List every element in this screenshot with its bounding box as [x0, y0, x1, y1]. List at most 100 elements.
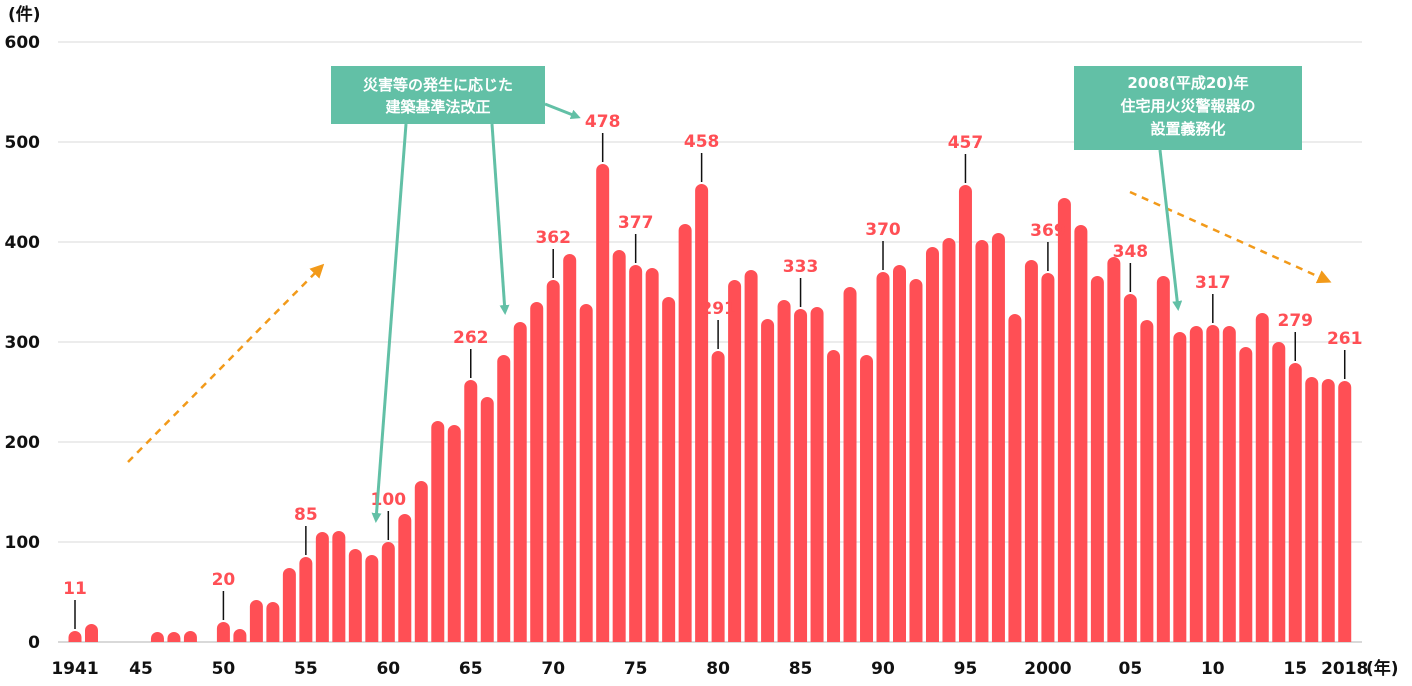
bar-2009 [1189, 326, 1203, 642]
bar-1983 [761, 319, 775, 642]
bar-1989 [860, 355, 874, 642]
x-tick-label: 2000 [1024, 659, 1071, 679]
bar-2018 [1338, 381, 1352, 642]
bar-2007 [1156, 276, 1170, 642]
bar-1981 [728, 280, 742, 642]
annotation-line: 住宅用火災警報器の [1120, 97, 1255, 115]
data-label: 348 [1113, 242, 1149, 262]
bar-1952 [249, 599, 263, 642]
bar-2003 [1090, 276, 1104, 642]
y-tick-label: 100 [5, 533, 41, 553]
data-label: 478 [585, 112, 621, 132]
bar-1953 [266, 602, 280, 642]
bar-1957 [332, 531, 346, 642]
bar-2017 [1321, 379, 1335, 642]
bar-1962 [414, 481, 428, 642]
y-axis-unit: (件) [8, 4, 41, 25]
bar-2016 [1305, 377, 1319, 642]
x-axis-unit: (年) [1366, 658, 1399, 679]
annotation-line: 2008(平成20)年 [1127, 74, 1248, 92]
x-tick-label: 90 [871, 659, 895, 679]
x-tick-label: 75 [624, 659, 648, 679]
y-tick-label: 0 [28, 633, 40, 653]
bar-1942 [84, 624, 98, 642]
x-tick-label: 15 [1283, 659, 1307, 679]
x-tick-label: 80 [706, 659, 730, 679]
x-tick-label: 2018 [1321, 659, 1368, 679]
bar-1959 [365, 555, 379, 642]
bar-1975 [629, 265, 643, 642]
x-tick-label: 50 [212, 659, 236, 679]
bar-1968 [513, 322, 527, 642]
y-tick-label: 400 [5, 233, 41, 253]
x-tick-label: 70 [541, 659, 565, 679]
data-label: 317 [1195, 273, 1231, 293]
data-label: 370 [865, 220, 901, 240]
x-tick-label: 60 [376, 659, 400, 679]
bar-1941 [68, 631, 82, 642]
annotation-building-law: 災害等の発生に応じた 建築基準法改正 [331, 66, 581, 523]
bar-1993 [925, 247, 939, 642]
x-tick-label: 45 [129, 659, 153, 679]
bar-1991 [893, 265, 906, 642]
data-label: 291 [700, 299, 736, 319]
bar-1990 [876, 272, 890, 642]
bar-1995 [958, 185, 972, 643]
data-label: 85 [294, 505, 318, 525]
x-tick-label: 05 [1119, 659, 1143, 679]
data-label: 457 [948, 133, 984, 153]
bar-1998 [1008, 314, 1022, 642]
data-label: 11 [63, 579, 87, 599]
x-tick-label: 85 [789, 659, 813, 679]
y-tick-label: 300 [5, 333, 41, 353]
data-label: 458 [684, 132, 720, 152]
x-tick-label: 1941 [51, 659, 98, 679]
bar-1950 [216, 622, 230, 642]
bar-1976 [645, 268, 659, 642]
bar-1978 [678, 224, 692, 643]
bar-2002 [1074, 225, 1088, 643]
bar-2014 [1272, 342, 1286, 642]
bar-1964 [447, 425, 461, 642]
data-label: 262 [453, 328, 489, 348]
bar-1987 [827, 350, 841, 642]
data-label: 261 [1327, 329, 1363, 349]
bar-1956 [315, 532, 329, 642]
y-tick-label: 600 [5, 33, 41, 53]
bar-1966 [480, 397, 494, 642]
data-label: 369 [1030, 221, 1066, 241]
bar-1971 [563, 254, 577, 642]
bar-1985 [794, 309, 808, 642]
bar-1946 [150, 632, 164, 642]
bar-1947 [167, 632, 181, 642]
y-tick-label: 500 [5, 133, 41, 153]
data-label: 362 [535, 228, 571, 248]
bar-1961 [398, 514, 412, 642]
bar-1958 [348, 549, 362, 642]
annotation-line: 設置義務化 [1150, 120, 1225, 138]
bar-2006 [1140, 320, 1154, 642]
bar-1997 [991, 233, 1005, 643]
bar-1979 [695, 184, 709, 642]
x-tick-label: 95 [954, 659, 978, 679]
bar-2013 [1255, 313, 1269, 642]
bar-2012 [1239, 347, 1253, 642]
bar-1994 [942, 238, 956, 643]
annotation-smoke-alarm: 2008(平成20)年 住宅用火災警報器の 設置義務化 [1074, 66, 1302, 311]
bar-2008 [1173, 332, 1187, 642]
bar-1972 [579, 304, 593, 642]
data-label: 333 [783, 257, 819, 277]
y-tick-label: 200 [5, 433, 41, 453]
bar-2000 [1041, 273, 1055, 642]
bar-1969 [530, 302, 544, 642]
data-label: 377 [618, 213, 654, 233]
bar-1974 [612, 250, 626, 643]
bar-1973 [596, 164, 610, 642]
bar-2015 [1288, 363, 1302, 642]
x-tick-label: 10 [1201, 659, 1225, 679]
bar-1977 [662, 297, 676, 642]
bar-2004 [1107, 257, 1121, 642]
bar-1982 [744, 270, 758, 642]
bar-1948 [183, 631, 197, 642]
bar-1986 [810, 307, 824, 642]
